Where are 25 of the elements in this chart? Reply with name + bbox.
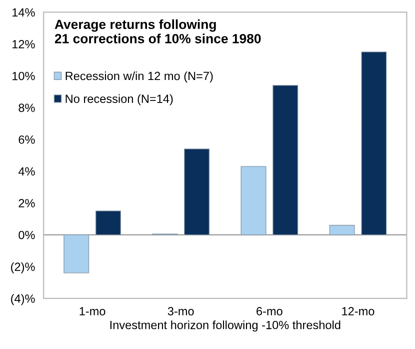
x-tick-label: 12-mo bbox=[342, 307, 374, 316]
y-tick-label: 0% bbox=[18, 230, 35, 240]
legend-label: No recession (N=14) bbox=[66, 94, 173, 106]
y-tick-label: 14% bbox=[12, 8, 35, 17]
y-tick-label: (4)% bbox=[11, 294, 35, 306]
y-tick-label: 12% bbox=[12, 40, 35, 48]
y-tick-label: (2)% bbox=[11, 262, 35, 274]
bar bbox=[240, 166, 266, 236]
bar bbox=[361, 52, 387, 236]
x-tick-label: 1-mo bbox=[80, 307, 106, 316]
y-tick-label: 8% bbox=[18, 104, 35, 112]
x-axis-title: Investment horizon following -10% threshold bbox=[110, 320, 340, 332]
bar bbox=[184, 148, 210, 236]
y-tick-label: 10% bbox=[12, 72, 35, 80]
x-tick-label: 3-mo bbox=[168, 307, 194, 316]
y-tick-label: 2% bbox=[18, 199, 35, 208]
y-tick-label: 4% bbox=[18, 167, 35, 176]
y-tick-label: 6% bbox=[18, 135, 35, 144]
bar bbox=[64, 234, 90, 274]
bar bbox=[95, 210, 121, 236]
bar bbox=[329, 224, 355, 236]
x-tick-label: 6-mo bbox=[256, 307, 282, 316]
legend-label: Recession w/in 12 mo (N=7) bbox=[66, 71, 213, 82]
text: Average returns following 21 corrections of 10% since 1980 bbox=[54, 19, 261, 44]
bar bbox=[272, 85, 298, 236]
